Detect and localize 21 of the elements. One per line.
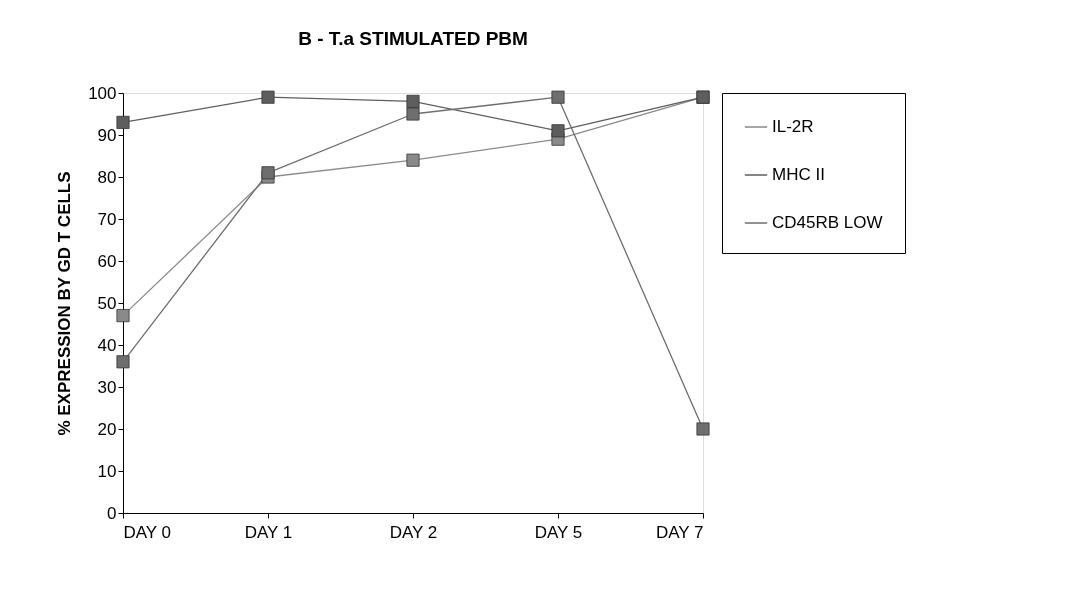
y-tick-label: 90: [97, 125, 117, 145]
legend-label: IL-2R: [772, 117, 814, 136]
legend-label: MHC II: [772, 165, 825, 184]
x-tick-label: DAY 0: [123, 522, 172, 542]
y-axis-title: % EXPRESSION BY GD T CELLS: [55, 171, 75, 436]
y-tick-label: 0: [107, 503, 117, 523]
y-tick-label: 20: [97, 419, 117, 439]
x-tick-label: DAY 1: [244, 522, 293, 542]
chart-title: B - T.a STIMULATED PBM: [298, 28, 528, 49]
y-tick-label: 10: [97, 461, 117, 481]
y-tick-label: 100: [88, 83, 117, 103]
y-tick-label: 70: [97, 209, 117, 229]
y-tick-label: 60: [97, 251, 117, 271]
x-tick-label: DAY 7: [655, 522, 704, 542]
legend-label: CD45RB LOW: [772, 213, 883, 232]
y-tick-label: 50: [97, 293, 117, 313]
y-tick-label: 40: [97, 335, 117, 355]
x-tick-label: DAY 2: [389, 522, 438, 542]
y-tick-label: 80: [97, 167, 117, 187]
x-tick-label: DAY 5: [534, 522, 583, 542]
y-tick-label: 30: [97, 377, 117, 397]
